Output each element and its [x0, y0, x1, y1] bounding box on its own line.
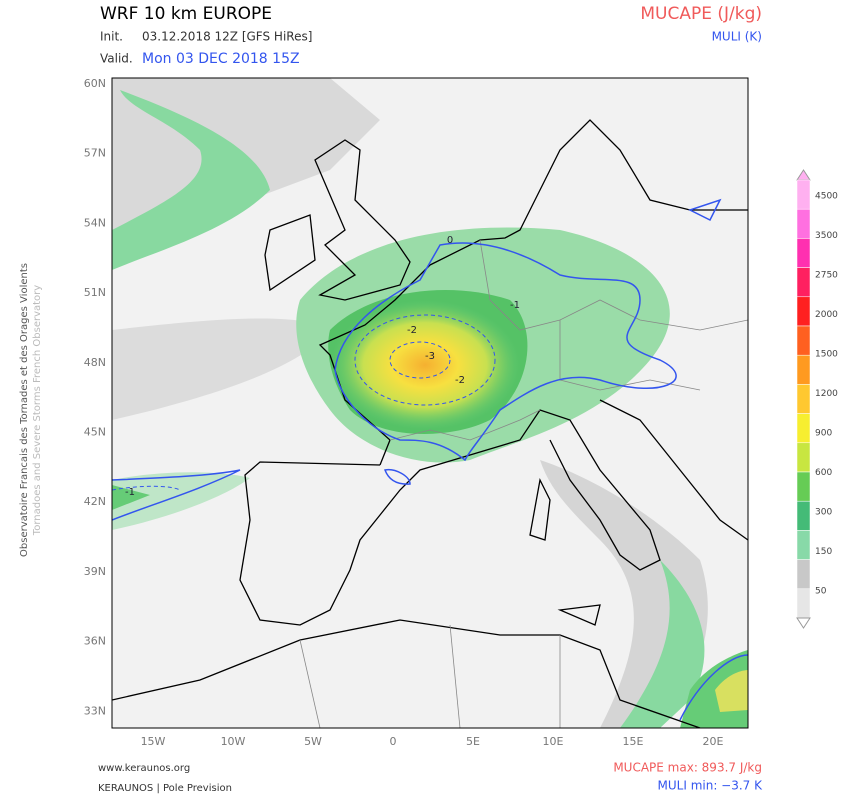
title: WRF 10 km EUROPE	[100, 4, 272, 24]
colorbar-cell	[796, 471, 811, 502]
init-label: Init.	[100, 30, 123, 44]
colorbar-cell	[796, 384, 811, 414]
colorbar-label: 1500	[815, 350, 838, 360]
muli-negative	[112, 314, 496, 491]
lat-label: 33N	[84, 704, 106, 717]
cape-max: MUCAPE max: 893.7 J/kg	[613, 761, 762, 775]
init: 03.12.2018 12Z [GFS HiRes]	[142, 30, 312, 44]
colorbar-label: 150	[815, 547, 832, 557]
lon-label: 15W	[141, 735, 166, 748]
cape-area	[620, 560, 705, 728]
muli-min: MULI min: −3.7 K	[658, 779, 764, 793]
valid-label: Valid.	[100, 52, 133, 66]
colorbar-cell	[796, 559, 811, 590]
lon-axis: 15W 10W 5W 0 5E 10E 15E 20E	[141, 735, 724, 748]
colorbar-cell	[796, 267, 811, 298]
lat-label: 51N	[84, 286, 106, 299]
lon-label: 10W	[221, 735, 246, 748]
cape-area	[112, 485, 150, 510]
colorbar-cell	[796, 442, 811, 473]
field-name: MUCAPE (J/kg)	[640, 4, 762, 24]
lat-label: 57N	[84, 147, 106, 160]
contour-label: -2	[407, 325, 417, 336]
colorbar-cell	[796, 325, 811, 356]
colorbar-label: 900	[815, 429, 832, 439]
side-text-fr: Observatoire Francais des Tornades et de…	[19, 263, 30, 557]
colorbar-label: 300	[815, 508, 832, 518]
colorbar-label: 2750	[815, 271, 838, 281]
contour-label: 0	[447, 235, 453, 246]
colorbar-cell	[796, 500, 811, 531]
credit: KERAUNOS | Pole Prevision	[98, 783, 232, 794]
colorbar-cell	[796, 238, 811, 268]
colorbar-cell	[796, 530, 811, 560]
lon-label: 5W	[304, 735, 322, 748]
colorbar-top	[796, 169, 811, 181]
lat-label: 39N	[84, 565, 106, 578]
colorbar-label: 600	[815, 468, 832, 478]
lon-label: 10E	[543, 735, 564, 748]
lat-label: 36N	[84, 635, 106, 648]
contour-label: -1	[510, 300, 520, 311]
cape-low	[112, 318, 330, 420]
colorbar-label: 2000	[815, 310, 838, 320]
cape-max	[330, 300, 520, 430]
colorbar-cell	[796, 588, 811, 619]
colorbar-label: 4500	[815, 192, 838, 202]
borders	[299, 239, 748, 728]
colorbar-label: 3500	[815, 231, 838, 241]
lat-label: 60N	[84, 77, 106, 90]
colorbar-cell	[796, 413, 811, 444]
colorbar-cell	[796, 296, 811, 327]
map: 0 -1 -2 -3 -2 -1	[112, 78, 748, 728]
cape-band	[112, 90, 270, 270]
colorbar-cell	[796, 179, 811, 210]
lat-label: 42N	[84, 495, 106, 508]
lat-label: 54N	[84, 216, 106, 229]
side-text-en: Tornadoes and Severe Storms French Obser…	[32, 285, 43, 536]
colorbar: 4500 3500 2750 2000 1500 1200 900 600 300 150 50	[796, 169, 838, 629]
lon-label: 20E	[703, 735, 724, 748]
lon-label: 15E	[623, 735, 644, 748]
website: www.keraunos.org	[98, 763, 190, 774]
cape-area	[112, 472, 250, 530]
contour-label: -1	[125, 487, 135, 498]
map-frame	[111, 77, 749, 729]
muli-contours	[112, 198, 748, 721]
lat-label: 48N	[84, 356, 106, 369]
colorbar-label: 50	[815, 587, 827, 597]
colorbar-label: 1200	[815, 389, 838, 399]
lon-label: 5E	[466, 735, 480, 748]
coastlines	[112, 119, 748, 728]
valid: Mon 03 DEC 2018 15Z	[142, 51, 300, 67]
colorbar-cell	[796, 208, 811, 239]
cape-area	[715, 670, 748, 712]
lon-label: 0	[390, 735, 397, 748]
contour-label: -2	[455, 375, 465, 386]
contour-labels: 0 -1 -2 -3 -2 -1	[125, 235, 520, 498]
lat-label: 45N	[84, 426, 106, 439]
colorbar-cell	[796, 354, 811, 385]
overlay-name: MULI (K)	[712, 30, 762, 44]
colorbar-bottom	[796, 617, 811, 629]
lat-axis: 60N 57N 54N 51N 48N 45N 42N 39N 36N 33N	[84, 77, 106, 717]
contour-label: -3	[425, 351, 435, 362]
